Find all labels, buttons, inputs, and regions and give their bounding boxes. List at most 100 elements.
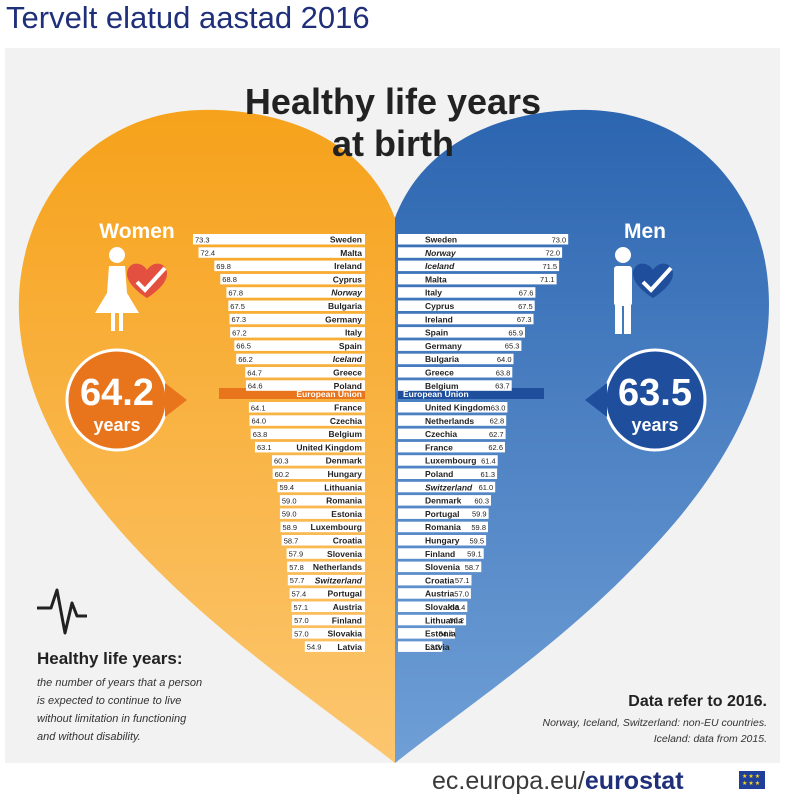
women-country-label: Bulgaria [328,301,362,311]
note-line: Iceland: data from 2015. [654,733,767,745]
men-country-label: Germany [425,341,462,351]
men-bar-value: 63.8 [496,368,511,377]
men-bar-value: 72.0 [545,249,560,258]
men-country-label: Estonia [425,629,456,639]
men-country-label: Belgium [425,381,459,391]
women-eu-row [219,388,365,399]
women-country-label: Cyprus [333,274,363,284]
women-bar-value: 67.2 [232,328,247,337]
men-country-label: Greece [425,368,454,378]
men-country-label: Croatia [425,575,455,585]
men-country-label: Czechia [425,429,457,439]
women-bar-value: 64.7 [247,368,262,377]
men-country-label: Finland [425,549,455,559]
women-country-label: Greece [333,368,362,378]
women-country-label: Lithuania [324,482,362,492]
men-bar [398,628,456,639]
men-bar [398,495,491,506]
men-eu-row-label: European Union [403,389,469,399]
men-bar [398,508,489,519]
men-country-label: Austria [425,589,455,599]
women-bar [250,428,365,440]
men-bar-value: 67.3 [517,315,532,324]
men-country-label: Ireland [425,314,453,324]
women-bar [272,455,365,466]
men-bar [398,327,525,338]
women-bar-value: 59.0 [282,510,297,519]
women-bar [304,641,365,652]
women-bar [272,468,365,479]
men-bar [398,455,498,466]
women-bar-value: 58.9 [283,523,298,532]
men-country-label: United Kingdom [425,403,491,413]
men-country-label: Sweden [425,235,457,245]
men-bar-value: 61.0 [479,483,494,492]
women-bar [249,415,365,426]
women-country-label: Croatia [333,536,363,546]
men-bar [398,247,563,258]
women-country-label: Ireland [334,261,362,271]
men-bar-value: 62.6 [488,443,503,452]
women-country-label: Spain [339,341,362,351]
women-bar [193,234,365,245]
women-country-label: Iceland [333,354,363,364]
women-bar [289,588,365,599]
men-bar-value: 67.6 [519,289,534,298]
women-country-label: Denmark [326,456,363,466]
women-bar-value: 57.4 [292,590,307,599]
men-country-label: Norway [425,248,457,258]
men-country-label: Hungary [425,536,460,546]
women-eu-badge [65,348,187,452]
men-country-label: Italy [425,288,442,298]
women-country-label: Sweden [330,235,362,245]
heart-check-icon [633,263,673,298]
woman-icon [95,247,139,331]
women-bar-value: 64.1 [251,403,266,412]
women-bar [291,601,365,612]
men-bar-value: 56.4 [451,603,466,612]
women-bar-value: 67.3 [232,315,247,324]
men-bar [398,641,443,652]
men-bar-value: 59.8 [471,523,486,532]
men-bar-value: 61.4 [481,457,496,466]
women-bar-value: 57.8 [289,563,304,572]
women-country-label: Czechia [330,416,362,426]
men-country-label: Bulgaria [425,354,459,364]
women-country-label: Austria [333,602,363,612]
women-bar [255,441,365,453]
women-bar-value: 64.0 [252,417,267,426]
men-bar-value: 64.0 [497,355,512,364]
women-bar [214,260,365,272]
women-country-label: Norway [331,288,363,298]
women-country-label: Germany [325,314,362,324]
men-bar-value: 61.3 [480,470,495,479]
page-title: Tervelt elatud aastad 2016 [6,0,370,35]
note-line: Norway, Iceland, Switzerland: non-EU cou… [543,717,768,729]
women-country-label: Slovenia [327,549,362,559]
women-bar [245,367,365,378]
eu-flag-icon [739,771,765,789]
women-country-label: Romania [326,496,362,506]
women-country-label: Luxembourg [311,522,362,532]
men-bar [398,441,505,453]
men-bar-value: 57.1 [455,576,470,585]
women-bar [287,574,365,586]
men-eu-row [398,388,544,399]
women-bar [281,535,365,546]
women-bar-value: 60.2 [275,470,290,479]
men-bar-value: 71.1 [540,275,555,284]
women-bar-value: 60.3 [274,457,289,466]
women-bar-value: 72.4 [201,249,216,258]
women-bar [230,327,365,338]
footer-brand: eurostat [584,766,684,795]
women-country-label: Belgium [328,429,362,439]
women-country-label: Hungary [328,469,363,479]
men-bar [398,234,569,245]
women-country-label: United Kingdom [296,442,362,452]
footer-link[interactable]: ec.europa.eu/eurostat [432,764,684,798]
women-bar [279,508,365,519]
infographic-title-line2: at birth [332,123,454,164]
women-bar-value: 54.9 [307,643,322,652]
women-bar [228,300,365,311]
men-country-label: Lithuania [425,615,463,625]
